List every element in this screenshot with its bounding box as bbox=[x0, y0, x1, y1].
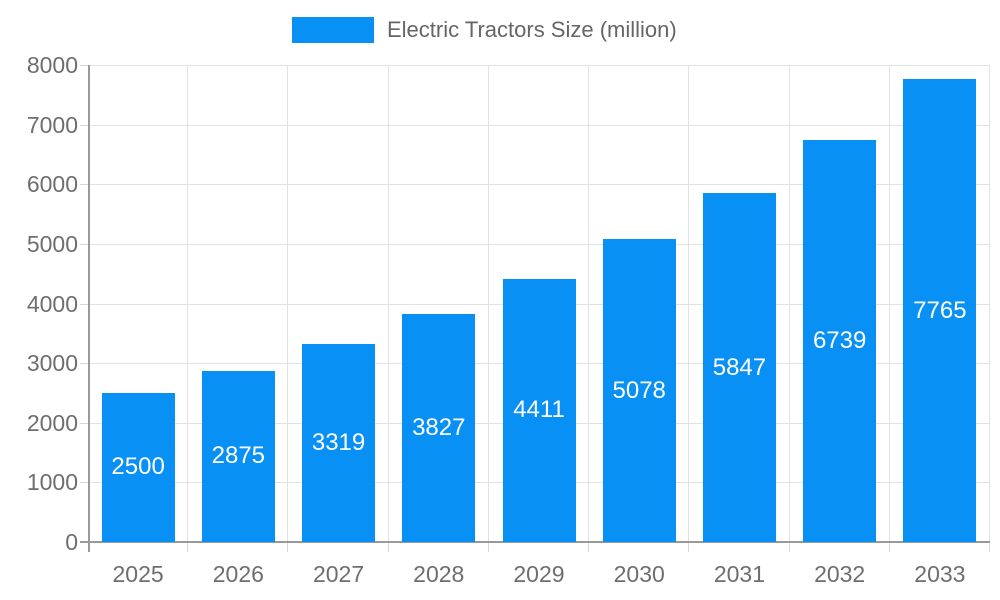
x-axis-label: 2027 bbox=[312, 561, 365, 587]
x-axis-tick bbox=[588, 542, 590, 552]
y-axis-tick bbox=[80, 65, 88, 66]
x-axis-label: 2026 bbox=[212, 561, 264, 587]
y-axis-label: 4000 bbox=[26, 290, 78, 317]
x-axis-tick bbox=[688, 542, 690, 552]
x-gridline bbox=[287, 65, 289, 542]
x-gridline bbox=[588, 65, 590, 542]
x-axis-tick bbox=[387, 542, 389, 552]
y-axis-label: 0 bbox=[65, 529, 78, 555]
bar-2031[interactable] bbox=[702, 193, 776, 542]
x-axis-label: 2032 bbox=[814, 561, 866, 587]
bar-2028[interactable] bbox=[402, 313, 476, 542]
bar-2027[interactable] bbox=[302, 344, 376, 542]
x-gridline bbox=[989, 65, 990, 542]
bar-2030[interactable] bbox=[602, 239, 676, 542]
y-axis-tick bbox=[80, 124, 88, 126]
y-gridline bbox=[88, 65, 990, 66]
y-axis-line bbox=[88, 65, 90, 552]
x-axis-tick bbox=[788, 542, 790, 552]
x-axis-label: 2031 bbox=[713, 561, 766, 587]
y-axis-tick bbox=[80, 482, 88, 484]
x-axis-label: 2029 bbox=[513, 561, 565, 587]
y-axis-tick bbox=[80, 363, 88, 365]
y-axis-tick bbox=[80, 422, 88, 424]
bar-2032[interactable] bbox=[803, 140, 877, 542]
x-gridline bbox=[788, 65, 790, 542]
y-gridline bbox=[88, 243, 990, 245]
plot-area: 2500 2875 3319 3827 4411 5078 5847 6739 7765 bbox=[80, 65, 990, 552]
x-axis-label: 2025 bbox=[112, 561, 164, 587]
x-axis-label: 2030 bbox=[613, 561, 665, 587]
legend-label: Electric Tractors Size (million) bbox=[387, 17, 677, 42]
chart-legend[interactable]: Electric Tractors Size (million) bbox=[292, 17, 677, 43]
bar-2029[interactable] bbox=[502, 278, 576, 542]
x-axis-tick bbox=[487, 542, 489, 552]
y-axis-label: 6000 bbox=[26, 171, 78, 198]
bar-2026[interactable] bbox=[201, 370, 275, 542]
y-axis-label: 7000 bbox=[26, 111, 78, 138]
x-axis-tick bbox=[989, 542, 990, 552]
y-axis-tick bbox=[80, 243, 88, 245]
x-gridline bbox=[688, 65, 690, 542]
y-axis-tick bbox=[80, 303, 88, 305]
y-axis-tick bbox=[80, 184, 88, 186]
x-gridline bbox=[387, 65, 389, 542]
y-axis-label: 8000 bbox=[26, 52, 78, 78]
x-axis-line bbox=[80, 541, 990, 543]
bar-2033[interactable] bbox=[903, 79, 977, 542]
y-axis-label: 5000 bbox=[26, 230, 78, 257]
y-axis-label: 1000 bbox=[26, 469, 78, 496]
bar-2025[interactable] bbox=[101, 392, 175, 542]
legend-swatch bbox=[292, 17, 374, 43]
y-gridline bbox=[88, 124, 990, 126]
x-axis-tick bbox=[888, 542, 890, 552]
x-axis-label: 2033 bbox=[914, 561, 966, 587]
y-gridline bbox=[88, 184, 990, 186]
x-axis-label: 2028 bbox=[413, 561, 465, 587]
x-gridline bbox=[888, 65, 890, 542]
x-axis-tick bbox=[287, 542, 289, 552]
x-gridline bbox=[187, 65, 189, 542]
y-axis-label: 3000 bbox=[26, 350, 78, 377]
y-axis-label: 2000 bbox=[26, 409, 78, 436]
x-axis-tick bbox=[187, 542, 189, 552]
x-gridline bbox=[487, 65, 489, 542]
